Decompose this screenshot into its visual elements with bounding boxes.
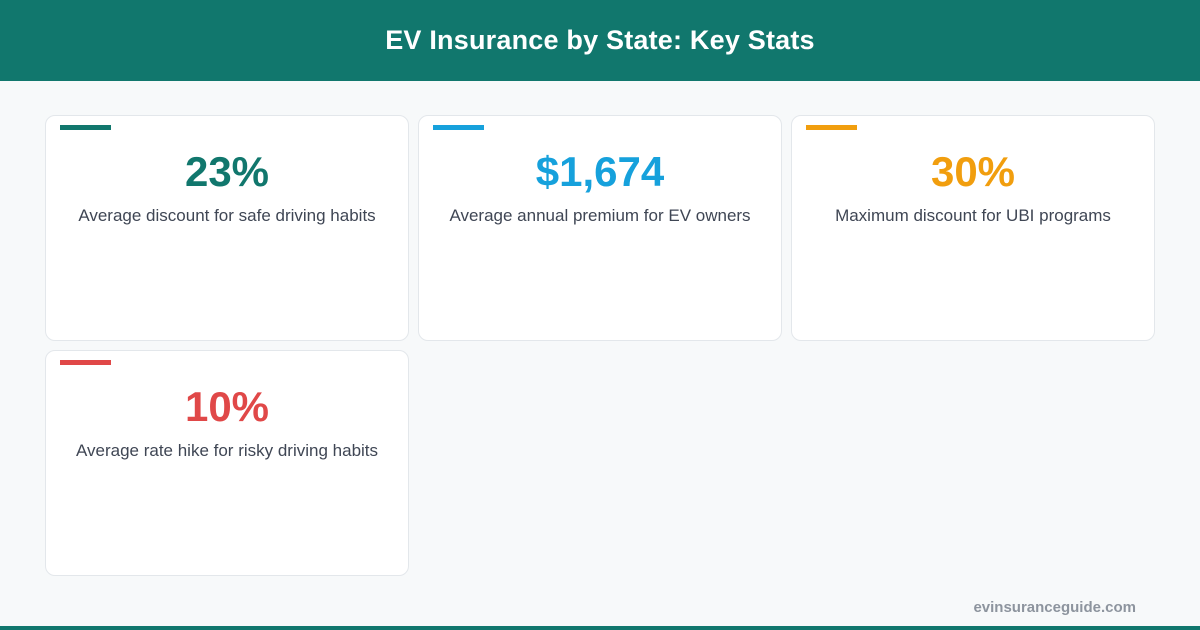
stat-value: $1,674 bbox=[535, 148, 665, 195]
card-accent-bar bbox=[60, 360, 111, 365]
stat-value: 10% bbox=[184, 383, 270, 430]
stat-card-safe-driving-discount: 23% Average discount for safe driving ha… bbox=[45, 115, 409, 341]
stat-value: 30% bbox=[930, 148, 1016, 195]
stat-label: Average rate hike for risky driving habi… bbox=[75, 441, 379, 460]
card-accent-bar bbox=[433, 125, 484, 130]
site-url: evinsuranceguide.com bbox=[973, 599, 1136, 616]
page-title: EV Insurance by State: Key Stats bbox=[385, 25, 815, 55]
stat-card-risky-driving-hike: 10% Average rate hike for risky driving … bbox=[45, 350, 409, 576]
header-banner: EV Insurance by State: Key Stats bbox=[0, 0, 1200, 81]
card-accent-bar bbox=[60, 125, 111, 130]
stat-label: Average discount for safe driving habits bbox=[78, 206, 376, 225]
bottom-accent-bar bbox=[0, 626, 1200, 630]
stat-label: Average annual premium for EV owners bbox=[449, 206, 751, 225]
stat-label: Maximum discount for UBI programs bbox=[835, 206, 1111, 225]
stat-value: 23% bbox=[184, 148, 270, 195]
card-accent-bar bbox=[806, 125, 857, 130]
stat-card-annual-premium: $1,674 Average annual premium for EV own… bbox=[418, 115, 782, 341]
stat-card-ubi-discount: 30% Maximum discount for UBI programs bbox=[791, 115, 1155, 341]
